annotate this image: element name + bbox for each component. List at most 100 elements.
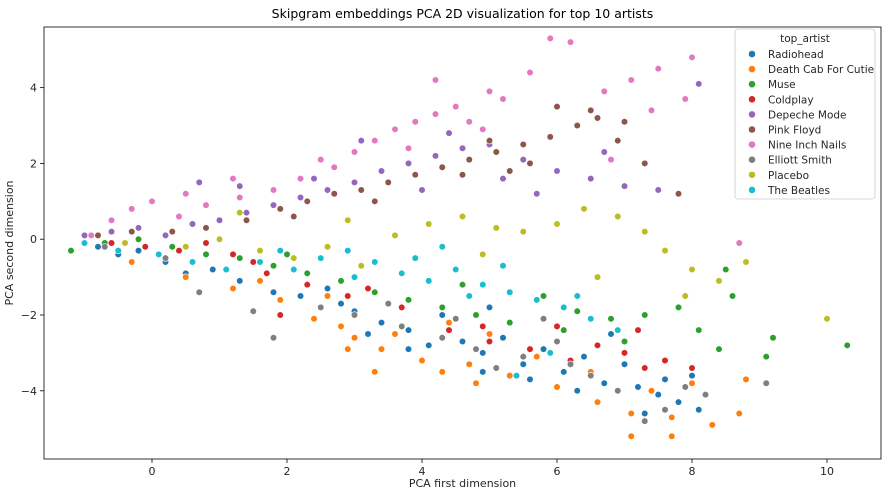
- data-point: [303, 281, 311, 289]
- data-point: [580, 353, 588, 361]
- data-point: [377, 318, 386, 327]
- data-point: [553, 167, 561, 175]
- data-point: [688, 372, 696, 380]
- data-point: [485, 303, 494, 312]
- data-point: [695, 326, 703, 334]
- data-point: [229, 284, 237, 293]
- data-point: [371, 288, 379, 296]
- data-point: [641, 159, 649, 168]
- y-axis-label: PCA second dimension: [3, 180, 16, 305]
- data-point: [668, 432, 676, 440]
- data-point: [317, 254, 325, 262]
- data-point: [479, 368, 487, 376]
- data-point: [533, 353, 541, 361]
- data-point: [701, 390, 710, 399]
- data-point: [107, 239, 116, 247]
- data-point: [438, 303, 446, 312]
- data-point: [290, 254, 298, 262]
- data-point: [202, 250, 210, 258]
- data-point: [263, 269, 271, 277]
- legend-box: [734, 28, 876, 200]
- data-point: [350, 334, 359, 342]
- data-point: [634, 326, 642, 334]
- data-point: [519, 353, 527, 361]
- data-point: [573, 292, 581, 300]
- data-point: [317, 156, 325, 164]
- data-point: [742, 258, 750, 266]
- data-point: [80, 231, 89, 240]
- data-point: [452, 315, 460, 323]
- data-point: [330, 190, 338, 198]
- data-point: [526, 159, 534, 168]
- data-point: [337, 277, 345, 285]
- data-point: [438, 243, 446, 251]
- data-point: [695, 80, 703, 88]
- legend-label: Death Cab For Cutie: [768, 64, 874, 76]
- data-point: [587, 315, 595, 323]
- data-point: [519, 360, 527, 368]
- data-point: [222, 265, 230, 274]
- data-point: [128, 258, 136, 266]
- data-point: [371, 368, 379, 376]
- x-axis-label: PCA first dimension: [409, 477, 516, 490]
- y-tick-label: 0: [30, 233, 37, 246]
- data-point: [371, 137, 379, 145]
- data-point: [202, 201, 210, 209]
- data-point: [519, 156, 527, 164]
- data-point: [269, 186, 278, 194]
- data-point: [465, 360, 473, 368]
- legend-marker: [748, 65, 756, 73]
- data-point: [67, 246, 75, 255]
- data-point: [398, 303, 406, 312]
- y-tick-label: −4: [21, 385, 37, 398]
- data-point: [742, 375, 750, 384]
- legend-title: top_artist: [780, 33, 830, 45]
- data-point: [310, 315, 318, 323]
- data-point: [134, 235, 143, 243]
- data-point: [404, 296, 413, 304]
- legend-marker: [748, 170, 756, 179]
- legend-label: Depeche Mode: [768, 109, 847, 121]
- data-point: [681, 95, 689, 103]
- data-point: [215, 235, 224, 243]
- data-point: [175, 212, 183, 221]
- data-point: [431, 110, 440, 118]
- data-point: [506, 167, 514, 175]
- legend-items: Radiohead Death Cab For Cutie Muse Coldplay…: [748, 49, 874, 197]
- legend-label: The Beatles: [767, 185, 830, 197]
- data-point: [303, 197, 311, 205]
- data-point: [506, 288, 514, 296]
- data-point: [620, 337, 629, 346]
- data-point: [479, 322, 487, 330]
- data-point: [695, 406, 703, 414]
- data-point: [350, 148, 359, 156]
- data-point: [391, 231, 399, 240]
- data-point: [600, 148, 608, 156]
- data-point: [506, 318, 514, 327]
- data-point: [256, 258, 264, 266]
- data-point: [141, 243, 149, 251]
- data-point: [573, 387, 581, 395]
- data-point: [249, 258, 257, 266]
- data-point: [276, 311, 284, 319]
- y-tick-label: −2: [21, 309, 37, 322]
- data-point: [458, 281, 467, 289]
- data-point: [661, 246, 669, 255]
- data-point: [188, 258, 197, 266]
- data-point: [681, 292, 689, 300]
- data-point: [539, 292, 548, 300]
- data-point: [229, 250, 237, 258]
- data-point: [384, 300, 392, 308]
- data-point: [242, 216, 251, 224]
- data-point: [647, 387, 656, 395]
- data-point: [236, 193, 244, 202]
- data-point: [614, 387, 622, 395]
- data-point: [155, 250, 163, 258]
- data-point: [458, 212, 467, 221]
- data-point: [641, 364, 649, 372]
- data-point: [296, 174, 305, 183]
- data-point: [499, 262, 507, 270]
- data-point: [506, 372, 514, 380]
- data-point: [438, 311, 446, 319]
